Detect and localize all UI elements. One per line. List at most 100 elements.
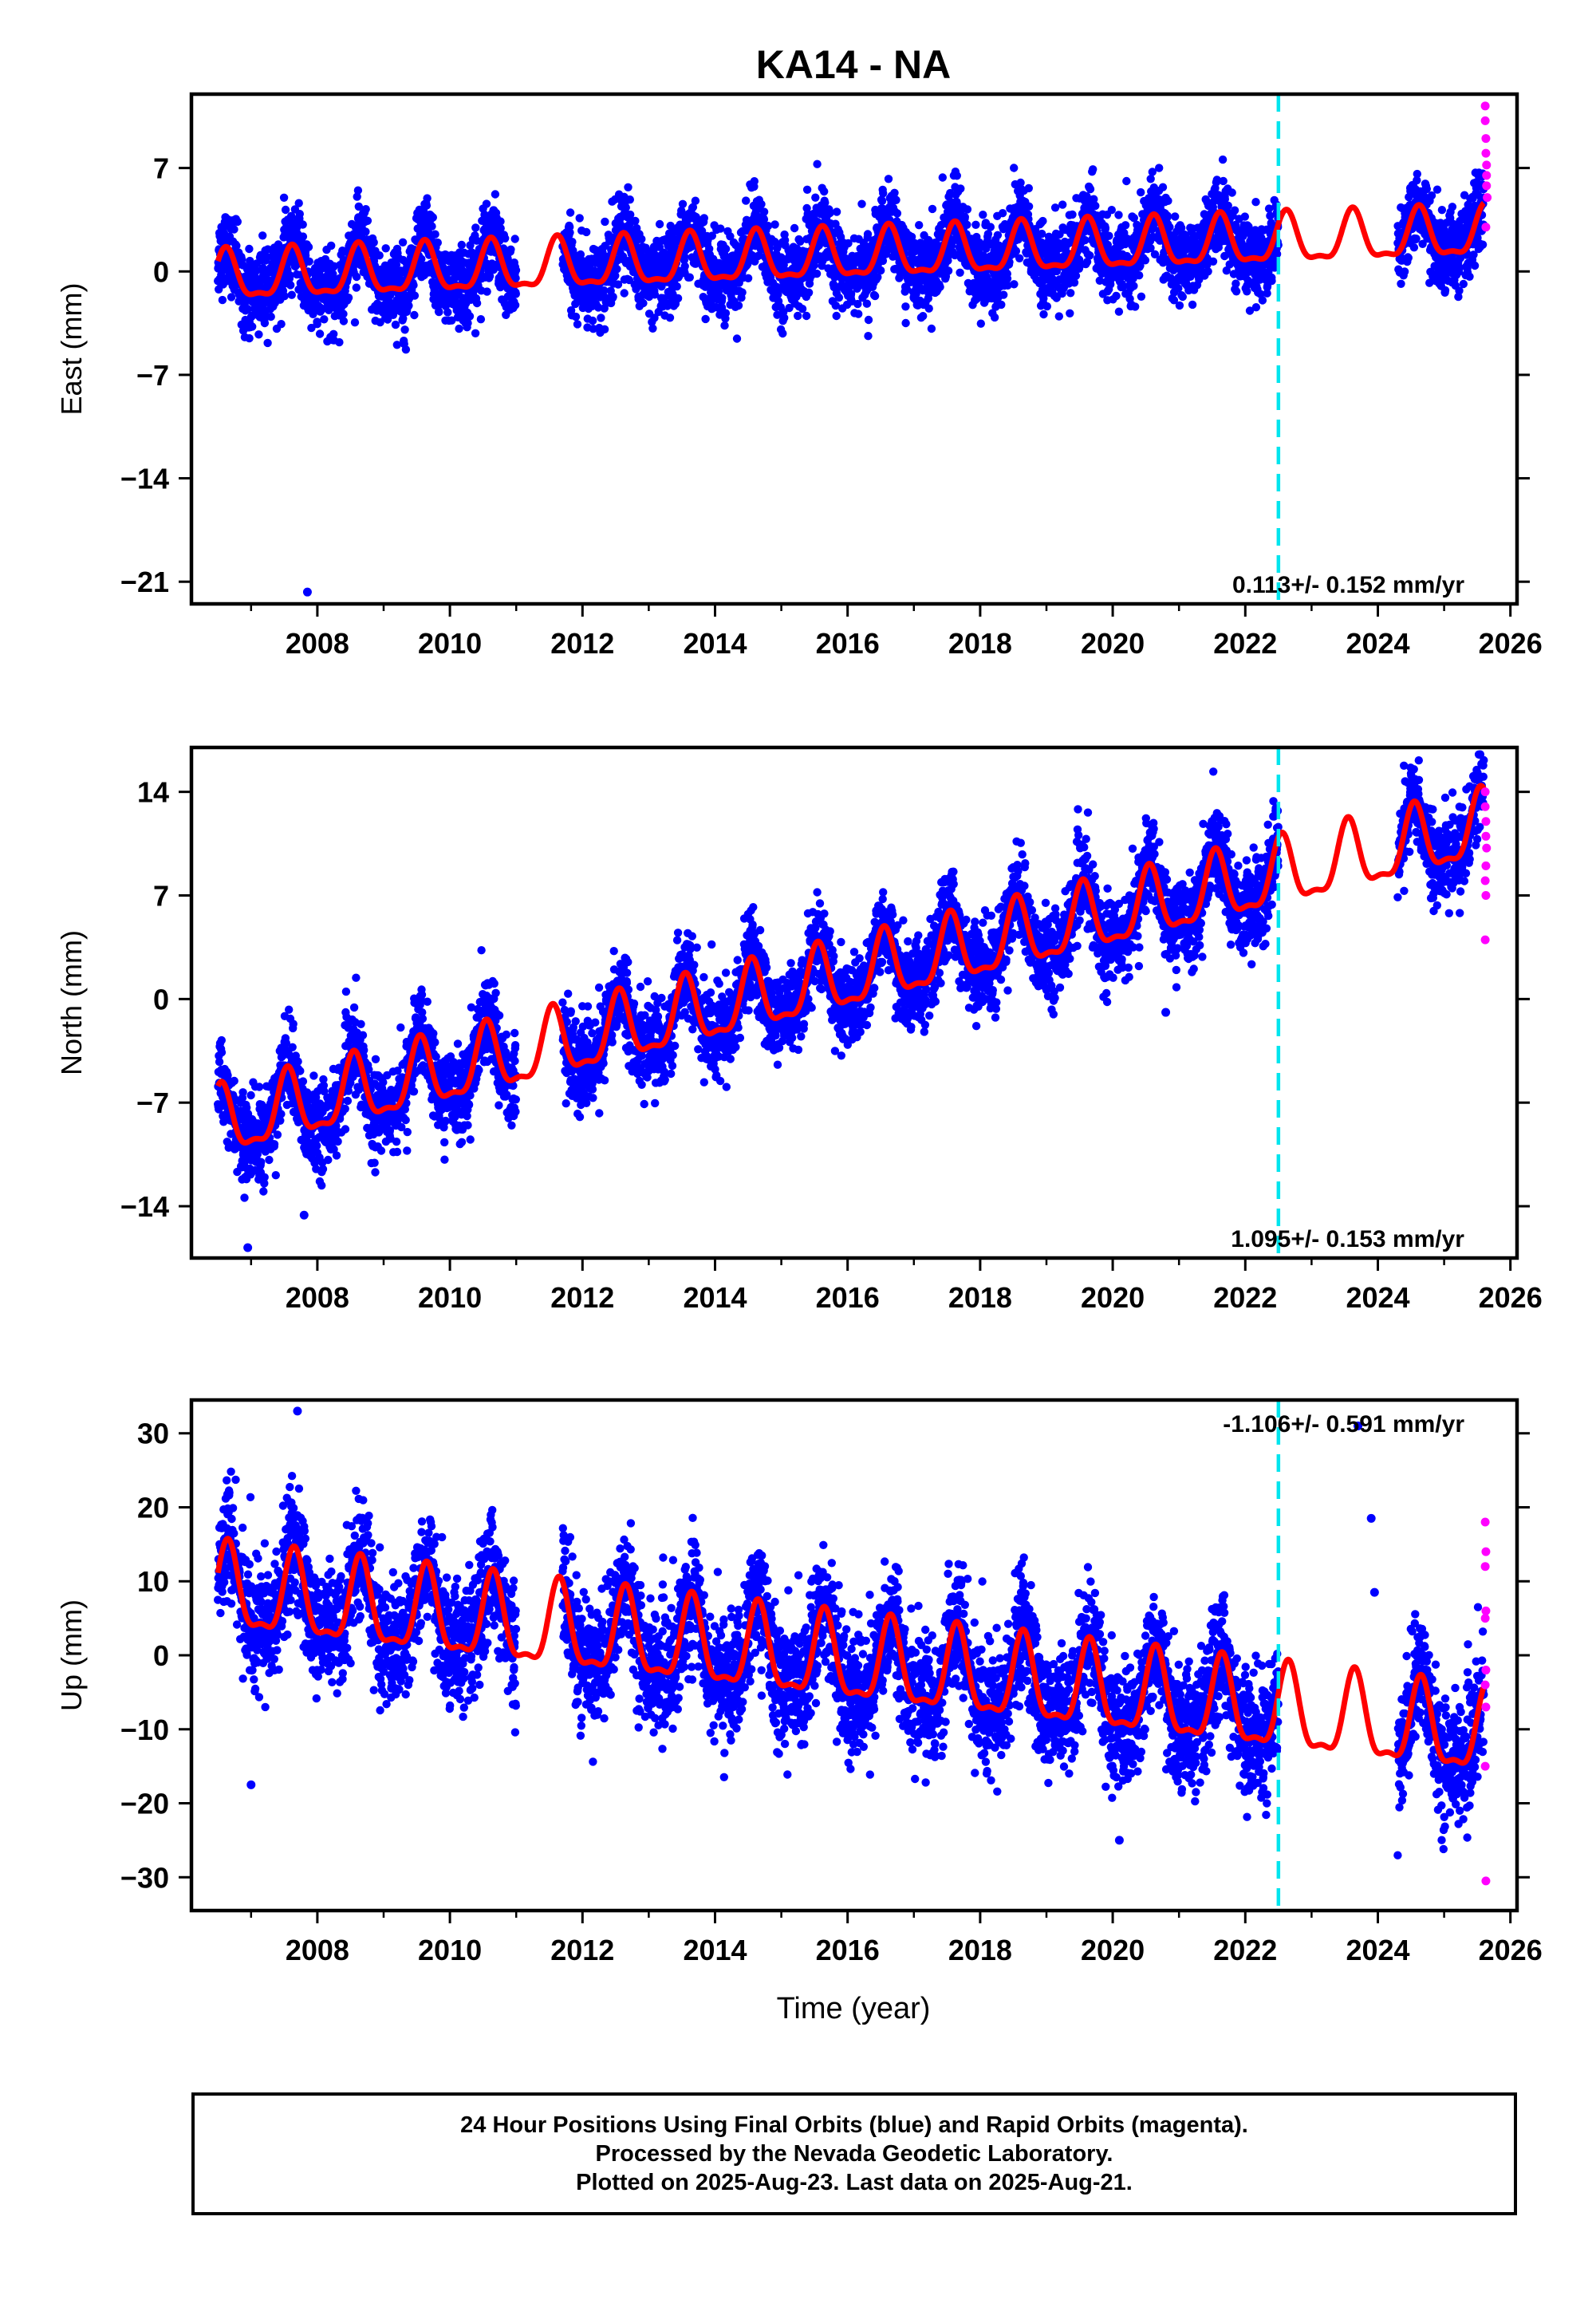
- final-point: [1163, 211, 1172, 220]
- final-point: [600, 325, 609, 333]
- final-point: [1039, 310, 1048, 319]
- final-point: [400, 325, 409, 334]
- final-point: [565, 208, 575, 217]
- final-point: [597, 314, 605, 322]
- final-point: [361, 227, 370, 236]
- final-point: [245, 244, 254, 254]
- final-point: [511, 290, 520, 298]
- final-point: [375, 251, 384, 260]
- final-point: [501, 234, 510, 243]
- final-point: [901, 302, 910, 311]
- final-point: [834, 293, 844, 302]
- final-point: [243, 305, 252, 314]
- final-point: [433, 239, 442, 247]
- final-point: [294, 199, 303, 207]
- final-point: [680, 262, 689, 270]
- final-point: [254, 330, 263, 339]
- final-point: [307, 323, 316, 333]
- final-point: [1397, 279, 1405, 288]
- final-point: [327, 241, 336, 250]
- final-point: [232, 241, 241, 250]
- final-point: [510, 235, 519, 243]
- final-point: [854, 310, 863, 318]
- final-point: [798, 305, 807, 314]
- final-point: [1105, 231, 1113, 240]
- final-point: [790, 223, 799, 233]
- final-point: [928, 204, 937, 214]
- final-point: [1042, 302, 1052, 311]
- final-point: [1240, 212, 1250, 221]
- east-final-orbit-points: [214, 155, 1488, 354]
- final-point: [1258, 296, 1267, 305]
- final-point: [639, 298, 648, 308]
- final-point: [890, 188, 899, 197]
- final-point: [280, 292, 289, 301]
- final-point: [721, 244, 731, 254]
- final-point: [794, 311, 802, 321]
- final-point: [1231, 279, 1240, 288]
- final-point: [956, 268, 964, 277]
- final-point: [1106, 280, 1115, 289]
- final-point: [1251, 198, 1260, 207]
- final-point: [1400, 267, 1409, 276]
- final-point: [483, 287, 491, 296]
- final-point: [655, 219, 664, 229]
- final-point: [353, 192, 361, 201]
- final-point: [565, 228, 574, 237]
- final-point: [620, 289, 629, 298]
- final-point: [1146, 175, 1155, 183]
- final-point: [952, 172, 962, 180]
- final-point: [301, 251, 310, 260]
- final-point: [1218, 155, 1228, 164]
- final-point: [802, 185, 812, 194]
- final-point: [263, 245, 272, 254]
- final-point: [601, 217, 609, 227]
- final-point: [672, 282, 681, 291]
- final-point: [732, 334, 742, 343]
- final-point: [354, 202, 363, 211]
- final-point: [963, 205, 972, 214]
- final-point: [1058, 200, 1067, 209]
- final-point: [811, 193, 820, 202]
- final-point: [1054, 312, 1064, 321]
- final-point: [1114, 211, 1123, 219]
- final-point: [813, 160, 822, 168]
- final-point: [1101, 223, 1110, 233]
- final-point: [770, 220, 779, 229]
- final-point: [1155, 164, 1164, 172]
- final-point: [575, 214, 584, 223]
- final-point: [251, 266, 261, 274]
- final-point: [759, 207, 769, 216]
- final-point: [258, 263, 267, 273]
- final-point: [1086, 184, 1095, 194]
- final-point: [353, 186, 363, 195]
- final-point: [832, 207, 841, 216]
- final-point: [999, 290, 1008, 299]
- final-point: [286, 270, 294, 280]
- final-point: [391, 320, 400, 329]
- final-point: [901, 318, 910, 328]
- final-point: [410, 310, 419, 320]
- final-point: [510, 301, 520, 310]
- final-point: [1171, 212, 1180, 221]
- final-point: [218, 273, 227, 282]
- final-point: [963, 220, 971, 229]
- final-point: [279, 193, 289, 202]
- final-point: [472, 298, 482, 308]
- final-point: [718, 294, 727, 302]
- final-point: [743, 274, 753, 282]
- final-point: [248, 322, 257, 331]
- final-point: [877, 266, 885, 275]
- final-point: [956, 184, 965, 193]
- final-point: [401, 345, 411, 354]
- final-point: [864, 315, 873, 325]
- final-point: [738, 288, 747, 297]
- final-point: [277, 320, 286, 329]
- final-point: [352, 283, 361, 292]
- final-point: [892, 195, 900, 204]
- final-point: [471, 329, 480, 337]
- final-point: [621, 203, 630, 212]
- final-point: [417, 254, 426, 263]
- final-point: [1158, 183, 1168, 191]
